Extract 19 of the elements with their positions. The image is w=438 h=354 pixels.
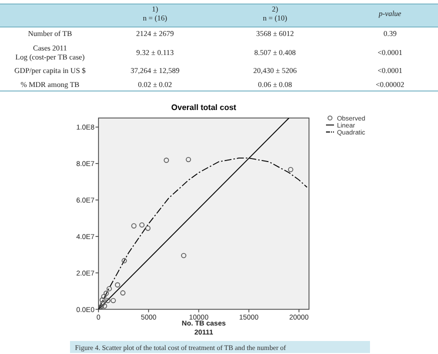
point bbox=[145, 226, 151, 231]
chart-title: Overall total cost bbox=[171, 103, 237, 112]
point bbox=[106, 286, 112, 292]
point bbox=[186, 156, 192, 162]
point bbox=[122, 258, 127, 264]
point bbox=[104, 290, 109, 296]
point bbox=[120, 290, 126, 296]
point bbox=[288, 166, 294, 172]
point bbox=[100, 297, 105, 303]
point bbox=[101, 294, 106, 300]
point bbox=[131, 223, 136, 228]
point bbox=[164, 158, 169, 163]
point bbox=[105, 298, 110, 304]
point bbox=[102, 303, 108, 309]
point bbox=[139, 222, 145, 228]
point bbox=[181, 252, 186, 258]
point bbox=[114, 282, 120, 288]
point bbox=[100, 300, 106, 306]
point bbox=[110, 298, 116, 304]
